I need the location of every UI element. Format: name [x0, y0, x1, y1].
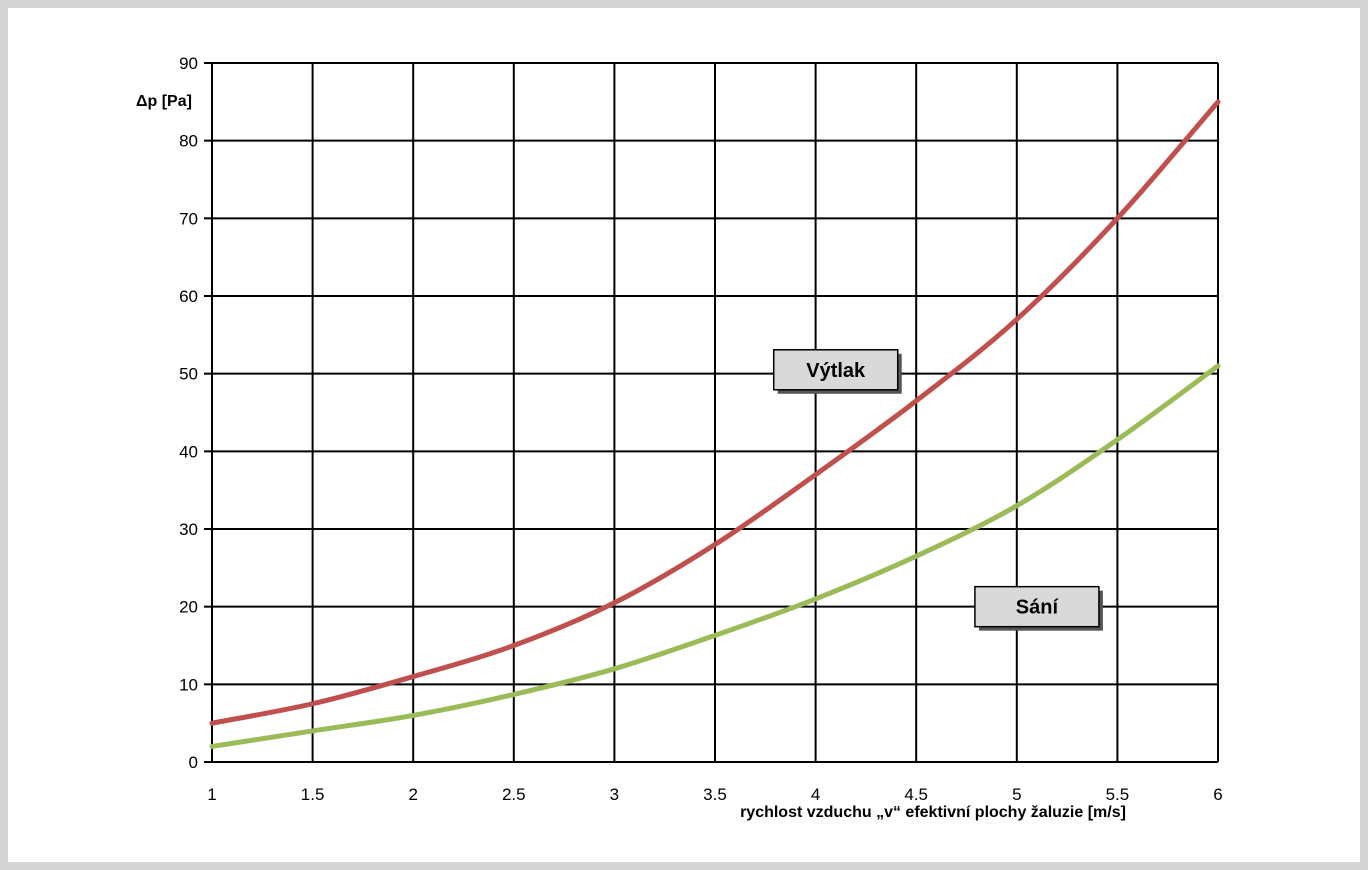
x-tick-label-9: 5.5 — [1106, 785, 1130, 804]
y-tick-label-4: 40 — [179, 442, 198, 461]
y-axis-label: Δp [Pa] — [136, 93, 192, 110]
y-tick-label-2: 20 — [179, 598, 198, 617]
y-tick-labels: 0 10 20 30 40 50 60 70 80 90 — [179, 54, 198, 772]
y-tick-label-9: 90 — [179, 54, 198, 73]
x-tick-label-7: 4.5 — [904, 785, 928, 804]
annotation-box-0 — [772, 349, 899, 391]
y-tick-label-8: 80 — [179, 132, 198, 151]
annotations: Výtlak Sání — [772, 349, 1103, 631]
x-tick-label-10: 6 — [1213, 785, 1222, 804]
annotation-box-1 — [974, 585, 1100, 628]
grid-lines — [204, 62, 1219, 763]
x-tick-label-6: 4 — [811, 785, 820, 804]
y-tick-label-0: 0 — [189, 753, 198, 772]
x-axis-label: rychlost vzduchu „v“ efektivní plochy ža… — [740, 804, 1126, 821]
chart-frame: 1 1.5 2 2.5 3 3.5 4 4.5 5 5.5 6 0 10 20 30 40 50 60 70 80 9… — [8, 8, 1360, 862]
x-tick-label-2: 2 — [408, 785, 417, 804]
x-tick-label-0: 1 — [207, 785, 216, 804]
x-tick-label-8: 5 — [1012, 785, 1021, 804]
annotation-label-1: Sání — [1016, 597, 1060, 619]
y-tick-label-6: 60 — [179, 287, 198, 306]
y-tick-label-5: 50 — [179, 365, 198, 384]
x-tick-label-4: 3 — [610, 785, 619, 804]
annotation-label-0: Výtlak — [806, 360, 866, 382]
series-lines — [209, 99, 1221, 749]
series-line-1 — [209, 363, 1221, 749]
x-tick-label-1: 1.5 — [301, 785, 325, 804]
pressure-drop-chart: 1 1.5 2 2.5 3 3.5 4 4.5 5 5.5 6 0 10 20 30 40 50 60 70 80 9… — [136, 54, 1223, 821]
y-tick-label-7: 70 — [179, 209, 198, 228]
y-tick-label-3: 30 — [179, 520, 198, 539]
x-tick-label-5: 3.5 — [703, 785, 727, 804]
x-tick-labels: 1 1.5 2 2.5 3 3.5 4 4.5 5 5.5 6 — [207, 785, 1222, 804]
y-tick-label-1: 10 — [179, 675, 198, 694]
series-line-0 — [209, 99, 1221, 726]
x-tick-label-3: 2.5 — [502, 785, 526, 804]
